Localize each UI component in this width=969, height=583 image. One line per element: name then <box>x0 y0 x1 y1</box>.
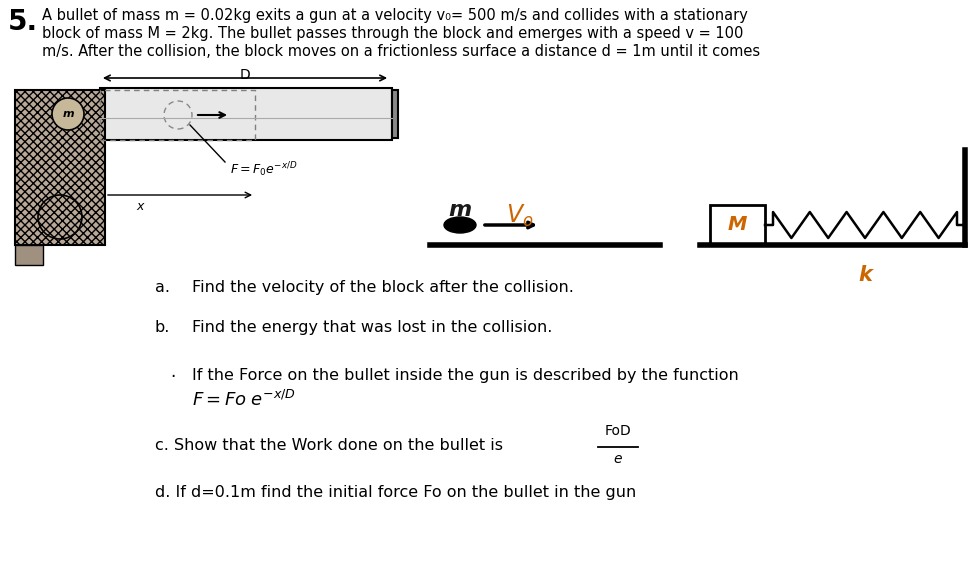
Circle shape <box>52 98 84 130</box>
Text: 5.: 5. <box>8 8 38 36</box>
Ellipse shape <box>444 217 476 233</box>
Text: ·: · <box>170 368 175 386</box>
Bar <box>100 90 255 140</box>
Bar <box>15 90 105 245</box>
Text: If the Force on the bullet inside the gun is described by the function: If the Force on the bullet inside the gu… <box>192 368 738 383</box>
Text: m: m <box>448 200 471 220</box>
Text: b.: b. <box>155 320 171 335</box>
Text: FoD: FoD <box>604 424 631 438</box>
Text: e: e <box>613 452 621 466</box>
Text: c. Show that the Work done on the bullet is: c. Show that the Work done on the bullet… <box>155 438 508 453</box>
Text: a.: a. <box>155 280 170 295</box>
Text: $V_o$: $V_o$ <box>506 203 533 229</box>
Bar <box>391 90 397 138</box>
Text: D: D <box>239 68 250 82</box>
Text: m/s. After the collision, the block moves on a frictionless surface a distance d: m/s. After the collision, the block move… <box>42 44 760 59</box>
Text: $F = Fo\;e^{-x/D}$: $F = Fo\;e^{-x/D}$ <box>192 390 296 410</box>
Text: block of mass M = 2kg. The bullet passes through the block and emerges with a sp: block of mass M = 2kg. The bullet passes… <box>42 26 742 41</box>
Text: d. If d=0.1m find the initial force Fo on the bullet in the gun: d. If d=0.1m find the initial force Fo o… <box>155 485 636 500</box>
Text: x: x <box>137 200 143 213</box>
Bar <box>100 88 391 140</box>
Text: Find the velocity of the block after the collision.: Find the velocity of the block after the… <box>192 280 574 295</box>
Text: $F=F_0e^{-x/D}$: $F=F_0e^{-x/D}$ <box>230 160 297 179</box>
Text: M: M <box>727 216 746 234</box>
Text: A bullet of mass m = 0.02kg exits a gun at a velocity v₀= 500 m/s and collides w: A bullet of mass m = 0.02kg exits a gun … <box>42 8 747 23</box>
Text: Find the energy that was lost in the collision.: Find the energy that was lost in the col… <box>192 320 551 335</box>
Bar <box>709 205 765 245</box>
Bar <box>15 245 43 265</box>
Text: m: m <box>62 109 74 119</box>
Text: k: k <box>858 265 871 285</box>
